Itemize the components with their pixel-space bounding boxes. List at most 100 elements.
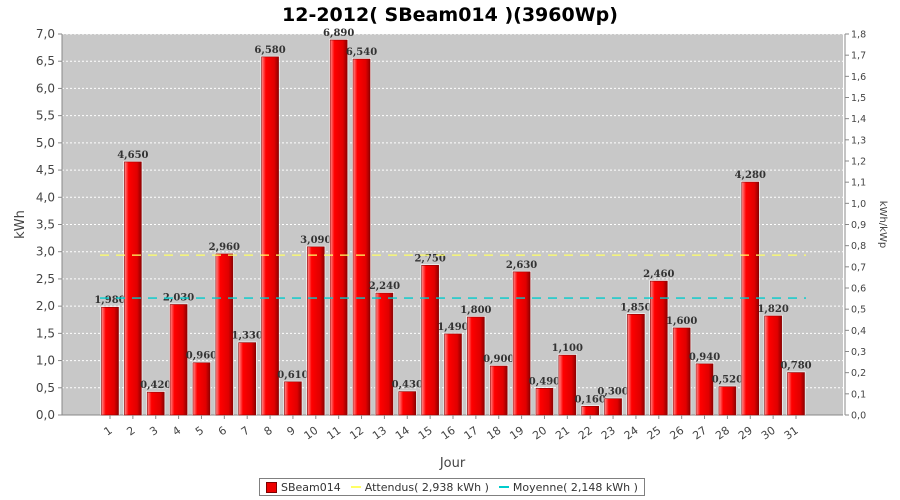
y-tick-label: 4,5	[36, 163, 55, 177]
y-right-tick-label: 0,4	[851, 326, 866, 337]
bar-value-label: 0,490	[529, 376, 560, 387]
y-tick-label: 6,0	[36, 81, 55, 95]
bar	[306, 246, 325, 416]
x-tick-label: 25	[645, 424, 664, 443]
x-tick-label: 1	[102, 424, 115, 439]
bar	[238, 342, 256, 416]
bar-value-label: 2,960	[209, 242, 240, 253]
y-right-tick-label: 1,8	[851, 30, 866, 41]
x-tick-label: 20	[530, 424, 549, 443]
x-tick-label: 10	[302, 424, 321, 443]
x-axis-title: Jour	[439, 456, 466, 471]
bar	[581, 405, 600, 416]
y-right-tick-label: 0,1	[851, 389, 866, 400]
x-tick-label: 7	[239, 424, 252, 439]
bar-value-label: 2,460	[643, 269, 674, 280]
bar-value-label: 1,600	[666, 316, 697, 327]
bar-value-label: 0,300	[597, 387, 628, 398]
legend: SBeam014 Attendus( 2,938 kWh ) Moyenne( …	[259, 478, 645, 496]
x-tick-label: 3	[147, 424, 160, 439]
bar-value-label: 1,980	[94, 295, 125, 306]
legend-label-series: SBeam014	[281, 480, 341, 494]
bar-value-label: 0,520	[712, 375, 743, 386]
x-tick-label: 17	[462, 424, 481, 443]
bar	[535, 388, 554, 416]
y-right-axis-title: kWh/kWp	[877, 201, 888, 248]
y-right-tick-label: 0,8	[851, 241, 866, 252]
x-tick-label: 29	[736, 424, 755, 443]
x-tick-label: 18	[485, 424, 504, 443]
bar-value-label: 1,100	[552, 343, 583, 354]
bar-value-label: 1,820	[757, 304, 788, 315]
bar	[284, 381, 302, 416]
bar	[512, 271, 531, 416]
x-tick-label: 11	[324, 424, 343, 443]
bar-value-label: 2,630	[506, 260, 537, 271]
y-right-tick-label: 1,6	[851, 72, 866, 83]
legend-label-expected: Attendus( 2,938 kWh )	[364, 480, 489, 494]
x-tick-label: 9	[284, 424, 297, 439]
bar	[215, 253, 234, 416]
bar-value-label: 0,780	[780, 361, 811, 372]
legend-item-average: Moyenne( 2,148 kWh )	[498, 480, 638, 494]
bar	[627, 314, 645, 416]
y-tick-label: 6,5	[36, 54, 55, 68]
bar-value-label: 1,490	[437, 322, 468, 333]
bar	[124, 161, 142, 416]
x-tick-label: 4	[170, 424, 183, 439]
bar	[467, 316, 485, 416]
bar-value-label: 2,240	[369, 281, 400, 292]
legend-label-average: Moyenne( 2,148 kWh )	[512, 480, 638, 494]
bar-value-label: 0,420	[140, 380, 171, 391]
y-axis-title: kWh	[13, 210, 28, 239]
x-tick-label: 28	[713, 424, 732, 443]
y-right-tick-label: 1,4	[851, 114, 866, 125]
bar	[672, 327, 691, 416]
legend-item-expected: Attendus( 2,938 kWh )	[350, 480, 489, 494]
bar-value-label: 1,800	[460, 305, 491, 316]
y-tick-label: 3,0	[36, 245, 55, 259]
bar-value-label: 6,890	[323, 28, 354, 39]
bar-value-label: 0,940	[689, 352, 720, 363]
x-tick-label: 14	[393, 424, 412, 443]
bar	[604, 398, 622, 416]
y-right-tick-label: 0,0	[851, 411, 866, 422]
legend-swatch-series	[266, 481, 277, 493]
bar-value-label: 0,610	[277, 370, 308, 381]
bar	[695, 363, 714, 416]
y-tick-label: 7,0	[36, 27, 55, 41]
bar-value-label: 4,650	[117, 150, 148, 161]
bar	[398, 391, 417, 416]
bar	[558, 354, 577, 416]
y-right-tick-label: 1,3	[851, 135, 866, 146]
bar	[169, 304, 188, 416]
x-tick-label: 5	[193, 424, 206, 439]
bar-value-label: 3,090	[300, 235, 331, 246]
x-tick-label: 31	[782, 424, 801, 443]
y-tick-label: 1,5	[36, 326, 55, 340]
y-right-tick-label: 1,5	[851, 93, 866, 104]
x-tick-label: 22	[576, 424, 595, 443]
bar-value-label: 6,540	[346, 47, 377, 58]
y-right-tick-label: 1,7	[851, 51, 866, 62]
x-tick-label: 27	[690, 424, 709, 443]
bar	[444, 333, 462, 416]
y-right-tick-label: 0,7	[851, 262, 866, 273]
x-tick-label: 12	[347, 424, 366, 443]
y-tick-label: 5,5	[36, 109, 55, 123]
y-right-tick-label: 1,0	[851, 199, 866, 210]
bar	[764, 315, 782, 416]
x-tick-label: 24	[622, 424, 641, 443]
bar	[261, 56, 279, 416]
y-right-tick-label: 0,6	[851, 284, 866, 295]
bar-value-label: 0,430	[392, 380, 423, 391]
bar-value-label: 6,580	[254, 45, 285, 56]
bar	[649, 280, 668, 416]
y-tick-label: 2,0	[36, 299, 55, 313]
x-tick-label: 16	[439, 424, 458, 443]
y-right-tick-label: 0,9	[851, 220, 866, 231]
x-tick-label: 6	[216, 424, 229, 439]
bar	[192, 362, 211, 416]
